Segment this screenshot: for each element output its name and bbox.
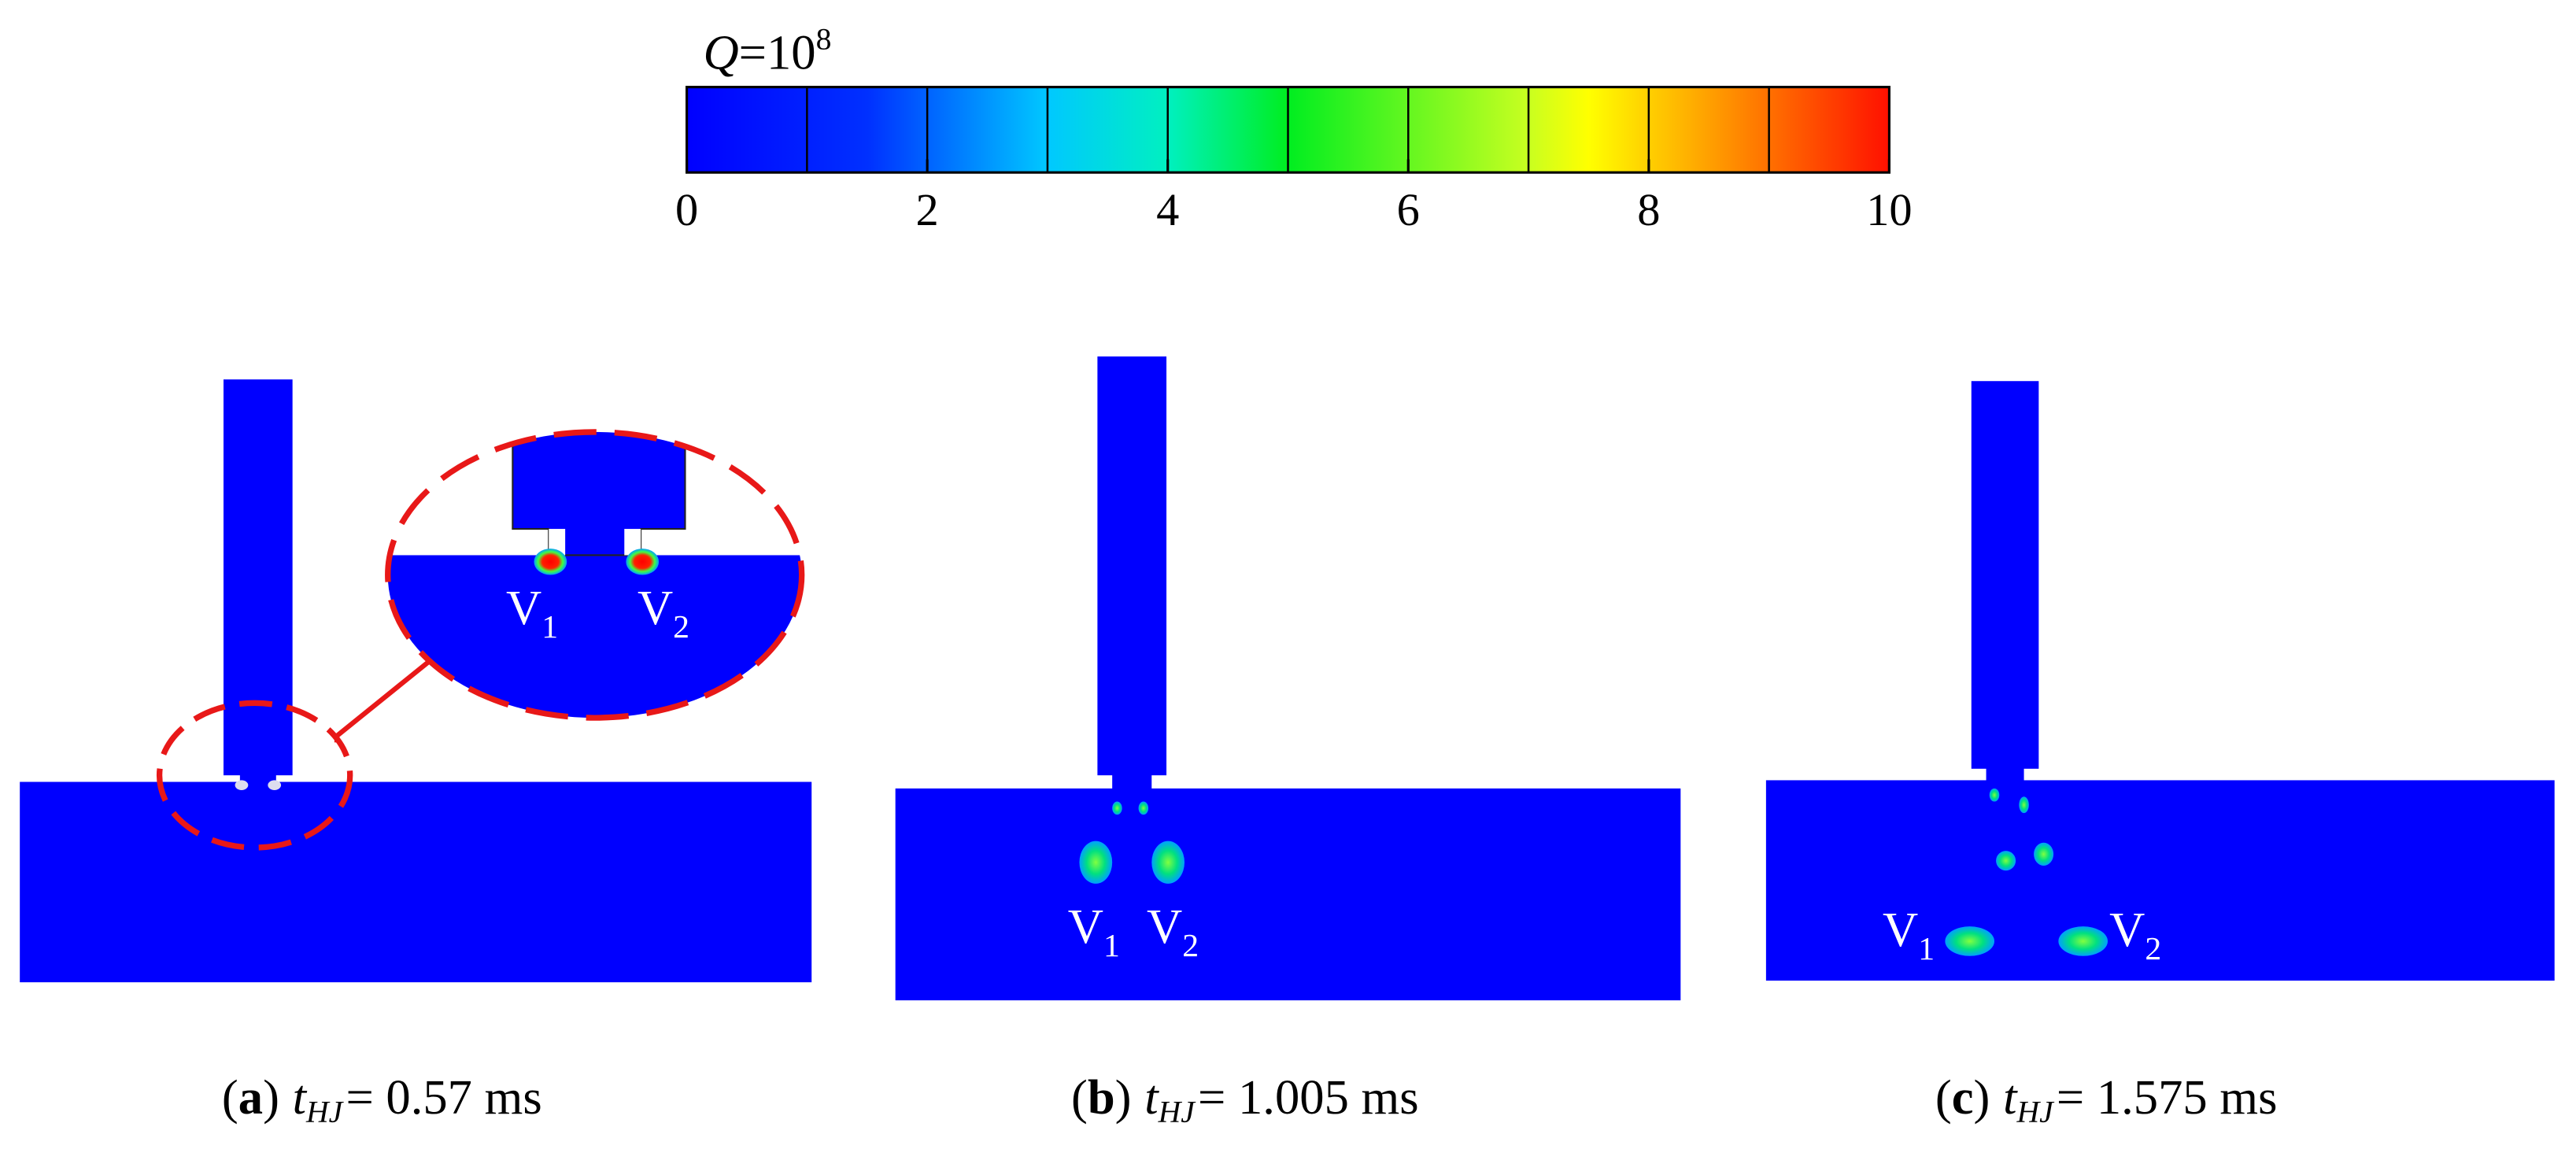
c: ( <box>222 1070 238 1125</box>
label-sub: 1 <box>1918 931 1935 967</box>
highlight-ellipse <box>156 700 353 851</box>
vortex-label: V2 <box>1147 899 1199 964</box>
c: HJ <box>2016 1095 2055 1129</box>
slot <box>239 771 276 785</box>
slot <box>1986 765 2024 784</box>
vortex-label: V2 <box>2109 902 2161 967</box>
channel <box>1765 780 2555 981</box>
vortex-spot <box>268 780 282 790</box>
tube <box>1097 356 1167 776</box>
label-sub: 2 <box>2145 931 2161 967</box>
vortex <box>1079 841 1113 884</box>
vortex <box>1151 841 1185 884</box>
label-sub: 2 <box>673 609 689 645</box>
c: t <box>2003 1070 2018 1125</box>
label-text: =10 <box>739 25 816 80</box>
c: = 1.005 ms <box>1198 1070 1419 1125</box>
zoom-ellipse <box>385 429 805 721</box>
c: t <box>293 1070 308 1125</box>
c: ( <box>1071 1070 1088 1125</box>
caption: (a) tHJ = 0.57 ms <box>222 1070 542 1129</box>
connector <box>334 653 434 743</box>
label-symbol: Q <box>703 25 738 80</box>
c: ( <box>1935 1070 1952 1125</box>
caption: (c) tHJ = 1.575 ms <box>1935 1070 2278 1129</box>
vortex-spot <box>235 780 249 790</box>
label: V <box>506 580 541 635</box>
c: HJ <box>1158 1095 1197 1129</box>
c: ) <box>1115 1070 1132 1125</box>
colorbar-label: Q=108 <box>703 22 831 80</box>
tube <box>223 379 293 776</box>
zoom-inset <box>387 431 802 719</box>
c: c <box>1952 1070 1974 1125</box>
c: ) <box>263 1070 279 1125</box>
channel <box>895 788 1681 1001</box>
panel-c: V1 V2 (c) tHJ = 1.575 ms <box>1765 381 2555 1129</box>
c: HJ <box>305 1095 345 1129</box>
vortex <box>1138 801 1149 815</box>
tick-label: 6 <box>1397 184 1420 235</box>
vortex <box>1112 801 1122 815</box>
vortex-label: V2 <box>638 580 689 645</box>
c: = 1.575 ms <box>2057 1070 2278 1125</box>
label: V <box>2109 902 2145 957</box>
c: = 0.57 ms <box>346 1070 541 1125</box>
label-exponent: 8 <box>816 22 832 57</box>
vortex-label: V1 <box>1068 899 1120 964</box>
label-sub: 1 <box>1103 928 1120 964</box>
label-sub: 2 <box>1182 928 1199 964</box>
vortex <box>1989 788 2000 802</box>
vortex-label: V1 <box>506 580 558 645</box>
tick-label: 8 <box>1637 184 1660 235</box>
tick-label: 2 <box>916 184 939 235</box>
c: a <box>238 1070 263 1125</box>
tube <box>1971 381 2039 769</box>
label: V <box>1068 899 1103 954</box>
tick-label: 4 <box>1156 184 1179 235</box>
label-sub: 1 <box>541 609 558 645</box>
c: ) <box>1974 1070 1990 1125</box>
panel-b: V1 V2 (b) tHJ = 1.005 ms <box>895 356 1681 1129</box>
vortex <box>1996 851 2016 871</box>
c: t <box>1144 1070 1159 1125</box>
caption: (b) tHJ = 1.005 ms <box>1071 1070 1419 1129</box>
tick-label: 0 <box>675 184 698 235</box>
c: b <box>1088 1070 1115 1125</box>
vortex <box>2019 796 2029 814</box>
vortex <box>2034 842 2054 866</box>
vortex-label: V1 <box>1883 902 1935 967</box>
label: V <box>1147 899 1182 954</box>
vortex <box>2058 926 2108 956</box>
label: V <box>1883 902 1918 957</box>
tick-label: 10 <box>1866 184 1912 235</box>
slot <box>1112 771 1152 792</box>
channel <box>20 781 812 983</box>
vortex <box>1945 926 1994 956</box>
panel-a: V1 V2 (a) tHJ = 0.57 ms <box>20 379 812 1129</box>
label: V <box>638 580 673 635</box>
